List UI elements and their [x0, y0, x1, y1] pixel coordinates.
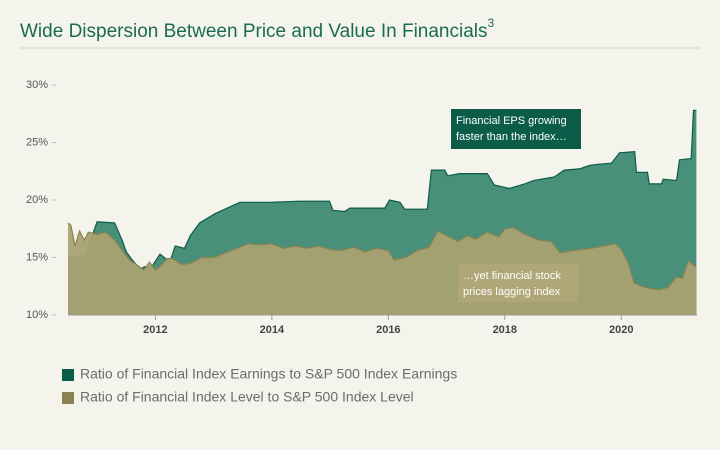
- y-tick-label: 15%: [26, 251, 48, 263]
- x-tick-label: 2018: [493, 324, 517, 336]
- title-superscript: 3: [488, 16, 495, 30]
- y-tick-label: 30%: [26, 79, 48, 91]
- annotation-box: [451, 109, 581, 149]
- legend-label: Ratio of Financial Index Level to S&P 50…: [80, 389, 414, 405]
- legend-label: Ratio of Financial Index Earnings to S&P…: [80, 366, 457, 382]
- x-tick-label: 2020: [609, 324, 633, 336]
- annotation-text: Financial EPS growing: [456, 115, 567, 127]
- annotation-text: prices lagging index: [463, 286, 561, 298]
- chart-title: Wide Dispersion Between Price and Value …: [20, 16, 495, 42]
- title-text: Wide Dispersion Between Price and Value …: [20, 21, 488, 42]
- x-tick-label: 2014: [260, 324, 285, 336]
- x-tick-label: 2016: [376, 324, 400, 336]
- y-tick-label: 20%: [26, 194, 48, 206]
- annotation-box: [458, 264, 578, 302]
- legend-swatch: [62, 392, 74, 404]
- y-tick-label: 10%: [26, 309, 48, 321]
- annotation-text: faster than the index…: [456, 131, 567, 143]
- x-tick-label: 2012: [143, 324, 167, 336]
- annotation-text: …yet financial stock: [463, 270, 561, 282]
- area-line: [67, 109, 697, 270]
- area-line: [67, 222, 697, 291]
- y-tick-label: 25%: [26, 136, 48, 148]
- legend-swatch: [62, 369, 74, 381]
